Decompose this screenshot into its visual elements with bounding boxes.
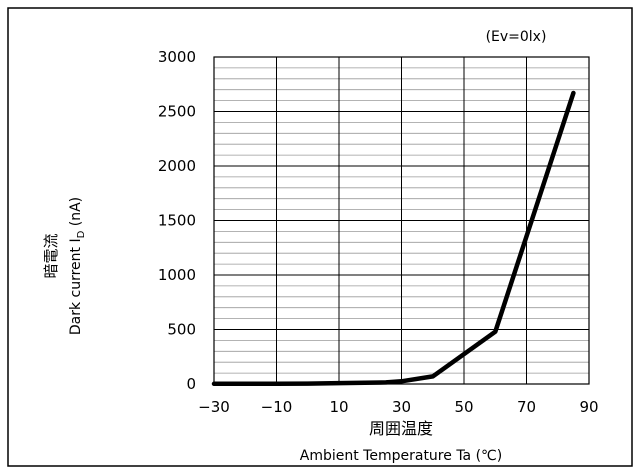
major-gridlines <box>214 57 589 384</box>
x-tick-label: 30 <box>392 398 411 416</box>
y-tick-label: 1500 <box>158 212 196 230</box>
y-axis-label-en: Dark current ID (nA) <box>68 197 87 335</box>
y-tick-label: 1000 <box>158 266 196 284</box>
x-axis-label-jp: 周囲温度 <box>369 419 433 438</box>
x-tick-label: −10 <box>261 398 293 416</box>
y-tick-label: 0 <box>186 375 196 393</box>
plot-border <box>213 56 590 385</box>
y-tick-label: 2000 <box>158 157 196 175</box>
condition-label: (Ev=0lx) <box>486 29 547 45</box>
y-tick-label: 500 <box>167 321 196 339</box>
x-tick-labels: −30 −10 10 30 50 70 90 <box>198 398 598 416</box>
dark-current-series-line <box>211 90 576 387</box>
x-tick-label: 50 <box>454 398 473 416</box>
series-group <box>211 90 576 387</box>
y-tick-labels: 0 500 1000 1500 2000 2500 3000 <box>158 48 196 393</box>
x-tick-label: −30 <box>198 398 230 416</box>
y-axis-label-en-suffix: (nA) <box>68 197 84 231</box>
y-axis-label-en-prefix: Dark current I <box>68 238 84 335</box>
y-axis-label-jp: 暗電流 <box>42 233 60 278</box>
y-tick-label: 3000 <box>158 48 196 66</box>
y-tick-label: 2500 <box>158 103 196 121</box>
x-tick-label: 90 <box>579 398 598 416</box>
x-axis-label-en: Ambient Temperature Ta (℃) <box>300 448 502 464</box>
y-axis-label-en-sub: D <box>76 230 87 238</box>
x-tick-label: 70 <box>517 398 536 416</box>
x-tick-label: 10 <box>329 398 348 416</box>
